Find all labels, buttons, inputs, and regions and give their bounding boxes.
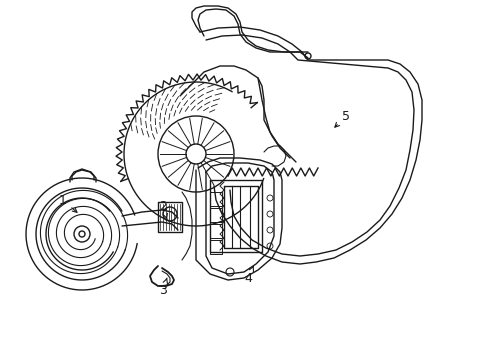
Text: 2: 2 <box>159 201 167 219</box>
Text: 3: 3 <box>159 278 167 297</box>
Text: 4: 4 <box>244 266 253 284</box>
Text: 5: 5 <box>334 109 349 127</box>
Text: 1: 1 <box>59 194 77 212</box>
